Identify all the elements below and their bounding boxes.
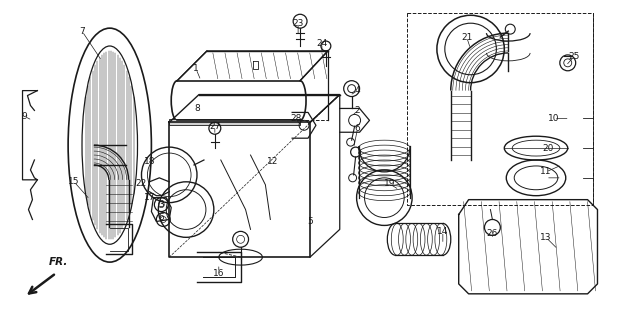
Text: 8: 8: [194, 104, 200, 113]
Text: 20: 20: [542, 144, 553, 153]
Text: 11: 11: [540, 167, 551, 176]
Text: 19: 19: [384, 179, 395, 188]
Text: 28: 28: [291, 114, 302, 123]
Text: 3: 3: [158, 200, 164, 209]
Text: 21: 21: [461, 33, 473, 42]
Text: 10: 10: [548, 114, 560, 123]
Text: 14: 14: [437, 227, 448, 236]
Text: 6: 6: [158, 213, 164, 222]
Text: 2: 2: [355, 106, 360, 115]
Text: 6: 6: [355, 124, 360, 133]
Text: 24: 24: [316, 38, 327, 48]
Text: 22: 22: [136, 179, 147, 188]
Text: 23: 23: [292, 19, 304, 28]
Text: 12: 12: [266, 157, 278, 166]
Text: 5: 5: [307, 217, 313, 226]
FancyBboxPatch shape: [170, 119, 300, 125]
Text: 7: 7: [79, 27, 85, 36]
Text: 18: 18: [143, 157, 155, 166]
Text: 17: 17: [143, 193, 155, 202]
Text: FR.: FR.: [48, 257, 68, 267]
Text: 1: 1: [193, 64, 199, 73]
Text: 16: 16: [213, 268, 225, 277]
Text: 9: 9: [22, 112, 27, 121]
Text: 26: 26: [487, 229, 498, 238]
Text: 4: 4: [355, 86, 360, 95]
Text: 13: 13: [540, 233, 551, 242]
Text: 27: 27: [209, 122, 220, 131]
Text: 15: 15: [68, 177, 80, 186]
Text: 25: 25: [568, 52, 579, 61]
